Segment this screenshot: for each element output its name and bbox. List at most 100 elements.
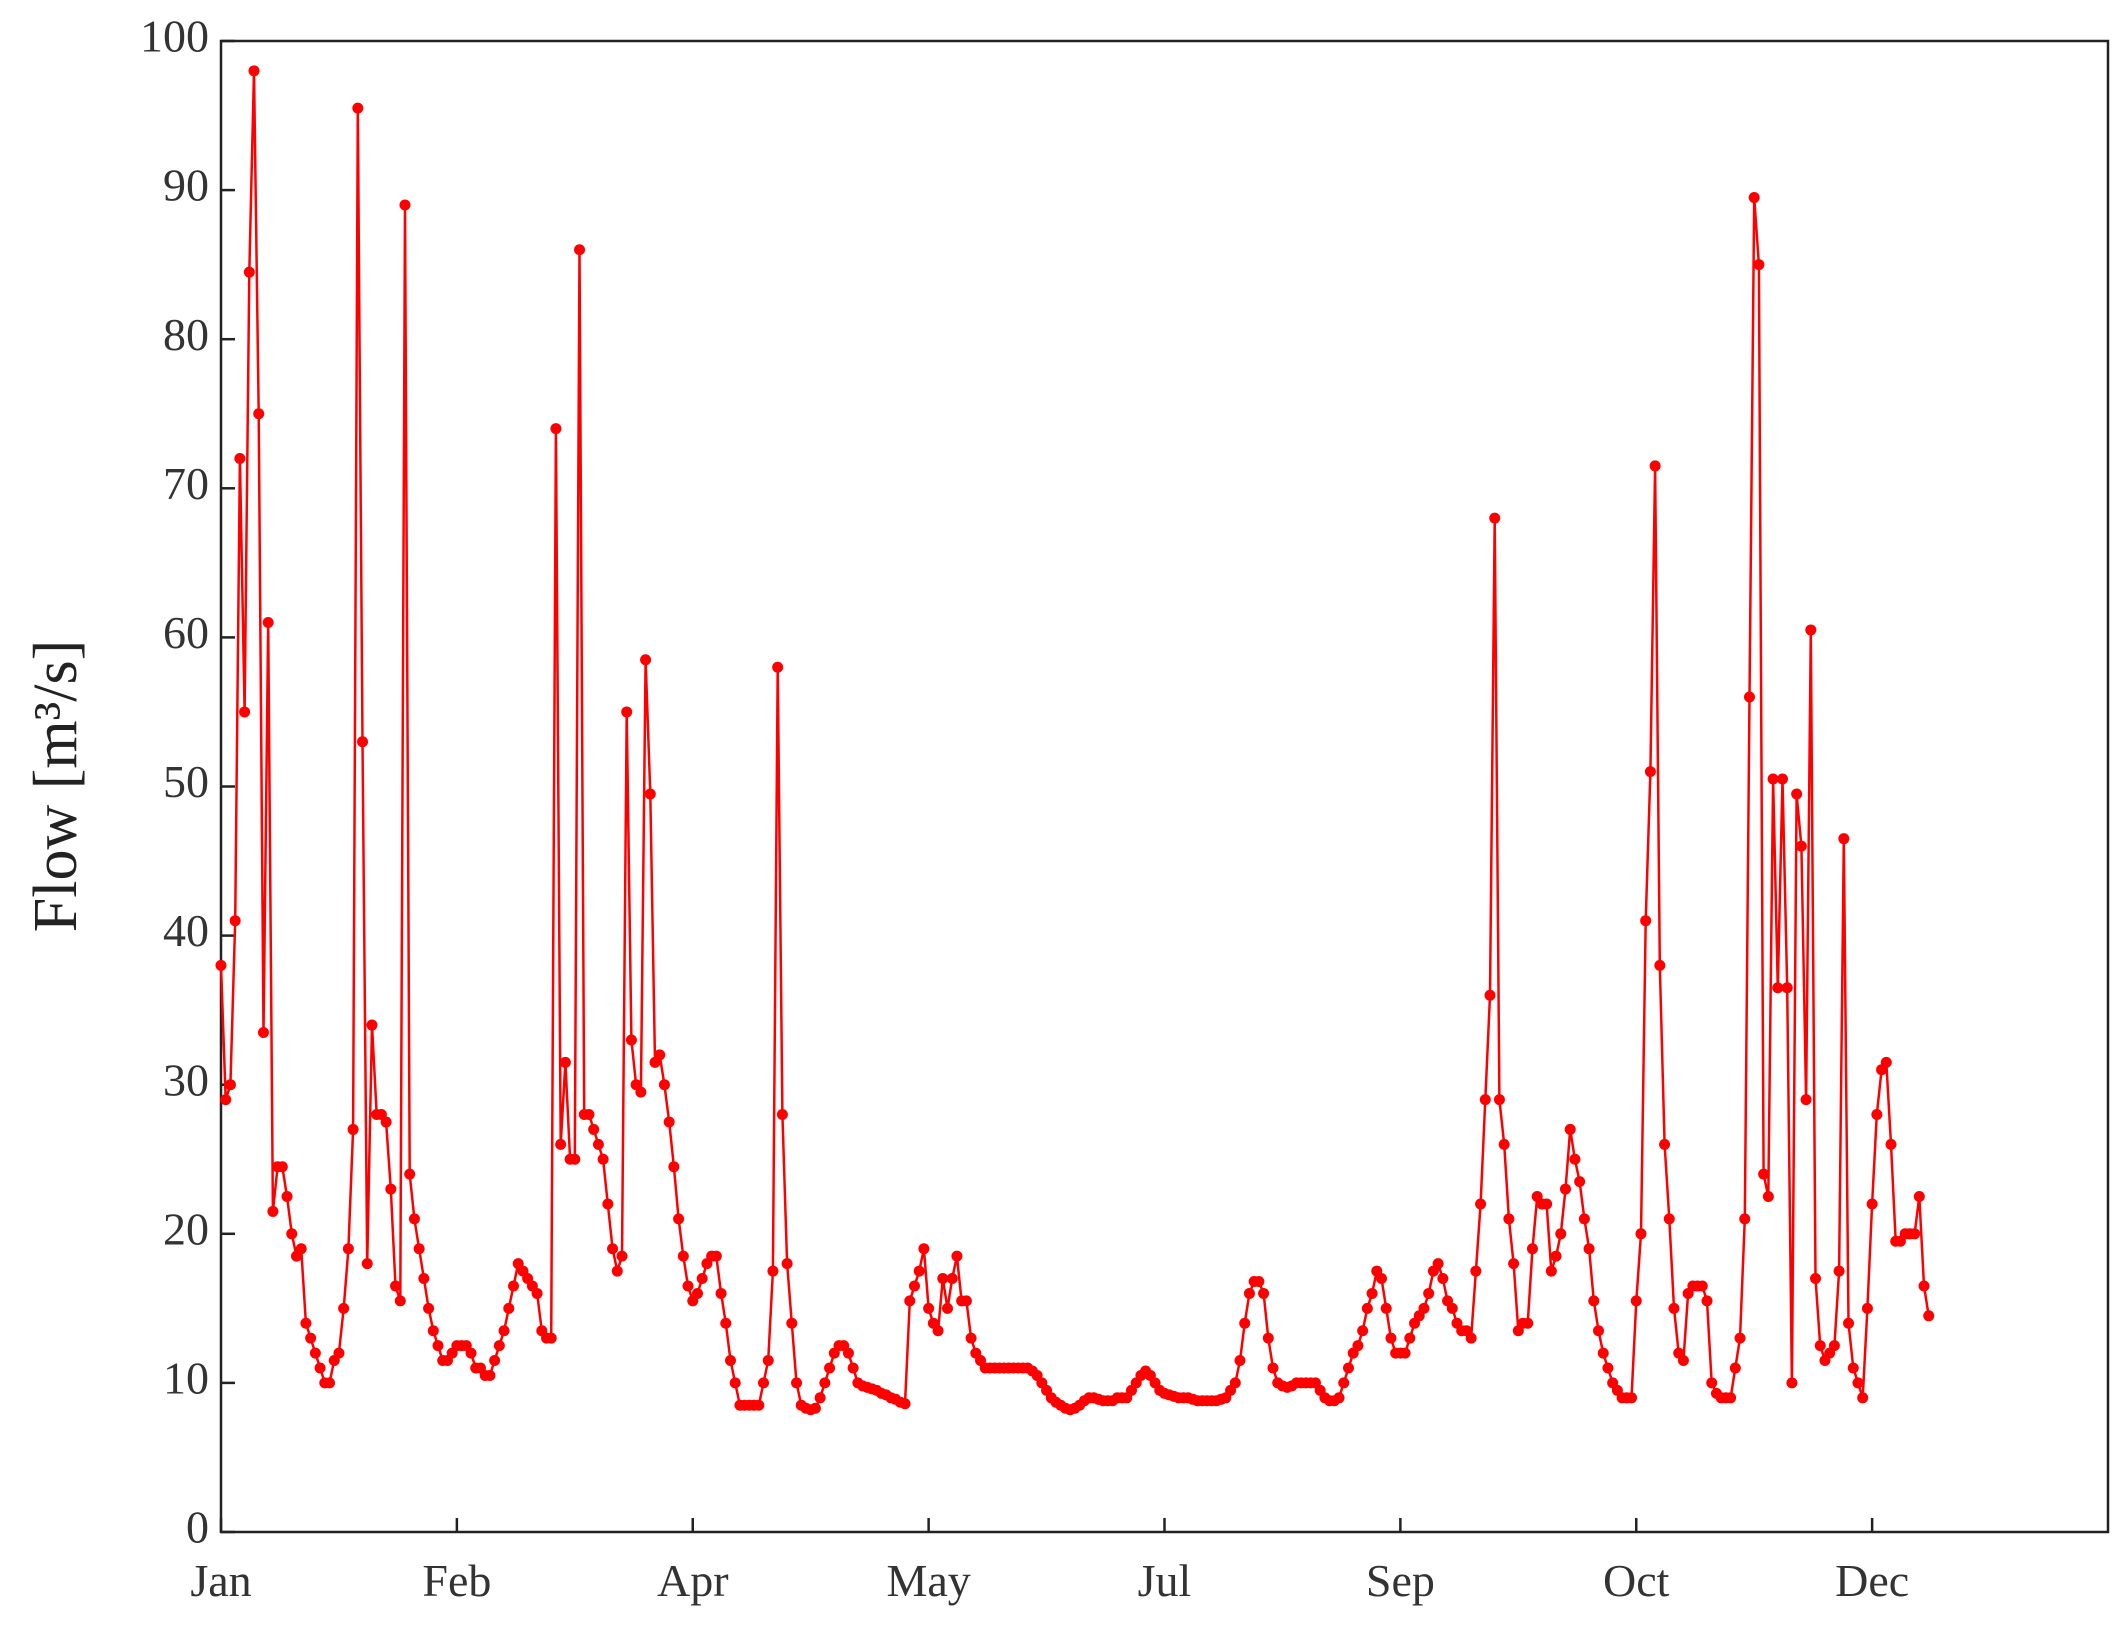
y-tick-label: 60: [163, 607, 209, 658]
data-point: [1342, 1362, 1354, 1374]
data-point: [427, 1325, 439, 1337]
data-point: [569, 1153, 581, 1165]
data-point: [691, 1287, 703, 1299]
data-point: [1493, 1094, 1505, 1106]
data-point: [465, 1347, 477, 1359]
data-point: [946, 1273, 958, 1285]
y-tick-label: 0: [186, 1502, 209, 1553]
data-point: [1267, 1362, 1279, 1374]
data-point: [559, 1056, 571, 1068]
data-point: [1847, 1362, 1859, 1374]
data-point: [1913, 1191, 1925, 1203]
data-point: [1909, 1228, 1921, 1240]
data-point: [611, 1265, 623, 1277]
data-point: [1597, 1347, 1609, 1359]
data-point: [951, 1250, 963, 1262]
data-point: [937, 1273, 949, 1285]
data-point: [1659, 1138, 1671, 1150]
data-point: [1753, 259, 1765, 271]
data-point: [1498, 1138, 1510, 1150]
data-point: [1861, 1302, 1873, 1314]
data-point: [1786, 1377, 1798, 1389]
data-point: [224, 1079, 236, 1091]
data-point: [1630, 1295, 1642, 1307]
y-tick-label: 80: [163, 309, 209, 360]
data-point: [1578, 1213, 1590, 1225]
data-point: [1654, 959, 1666, 971]
data-point: [1810, 1273, 1822, 1285]
data-point: [819, 1377, 831, 1389]
data-point: [324, 1377, 336, 1389]
data-point: [257, 1027, 269, 1039]
data-point: [418, 1273, 430, 1285]
data-point: [710, 1250, 722, 1262]
data-point: [677, 1250, 689, 1262]
data-point: [941, 1302, 953, 1314]
data-point: [1649, 460, 1661, 472]
x-tick-label: Oct: [1603, 1555, 1670, 1606]
data-point: [215, 959, 227, 971]
data-point: [776, 1109, 788, 1121]
data-point: [352, 102, 364, 114]
data-point: [847, 1362, 859, 1374]
data-point: [286, 1228, 298, 1240]
data-point: [729, 1377, 741, 1389]
data-point: [1574, 1176, 1586, 1188]
data-point: [1564, 1123, 1576, 1135]
data-point: [1380, 1302, 1392, 1314]
data-point: [1253, 1276, 1265, 1288]
data-point: [276, 1161, 288, 1173]
data-point: [1644, 766, 1656, 778]
data-point: [588, 1123, 600, 1135]
data-point: [1635, 1228, 1647, 1240]
data-point: [347, 1123, 359, 1135]
y-tick-label: 50: [163, 756, 209, 807]
data-point: [1843, 1317, 1855, 1329]
data-point: [1559, 1183, 1571, 1195]
data-point: [333, 1347, 345, 1359]
data-point: [1696, 1280, 1708, 1292]
data-point: [361, 1258, 373, 1270]
data-point: [724, 1355, 736, 1367]
data-point: [640, 654, 652, 666]
data-point: [1762, 1191, 1774, 1203]
data-point: [1229, 1377, 1241, 1389]
data-point: [574, 244, 586, 256]
x-tick-label: May: [886, 1555, 970, 1606]
data-point: [220, 1094, 232, 1106]
data-point: [965, 1332, 977, 1344]
data-point: [267, 1205, 279, 1217]
data-point: [1555, 1228, 1567, 1240]
data-point: [484, 1369, 496, 1381]
data-point: [1545, 1265, 1557, 1277]
x-tick-label: Apr: [657, 1555, 729, 1606]
data-point: [1376, 1273, 1388, 1285]
data-point: [1484, 989, 1496, 1001]
data-point: [663, 1116, 675, 1128]
data-point: [1857, 1392, 1869, 1404]
data-point: [1668, 1302, 1680, 1314]
data-point: [960, 1295, 972, 1307]
data-point: [1437, 1273, 1449, 1285]
data-point: [842, 1347, 854, 1359]
data-point: [1243, 1287, 1255, 1299]
data-point: [1479, 1094, 1491, 1106]
data-point: [644, 788, 656, 800]
data-point: [531, 1287, 543, 1299]
data-point: [1725, 1392, 1737, 1404]
data-point: [932, 1325, 944, 1337]
data-point: [1677, 1355, 1689, 1367]
data-point: [243, 266, 255, 278]
x-tick-label: Sep: [1366, 1555, 1435, 1606]
data-point: [616, 1250, 628, 1262]
y-tick-label: 40: [163, 905, 209, 956]
data-point: [1541, 1198, 1553, 1210]
data-point: [762, 1355, 774, 1367]
data-point: [1805, 624, 1817, 636]
data-point: [234, 452, 246, 464]
data-point: [758, 1377, 770, 1389]
data-point: [1361, 1302, 1373, 1314]
data-point: [1593, 1325, 1605, 1337]
data-point: [1239, 1317, 1251, 1329]
data-point: [1772, 982, 1784, 994]
